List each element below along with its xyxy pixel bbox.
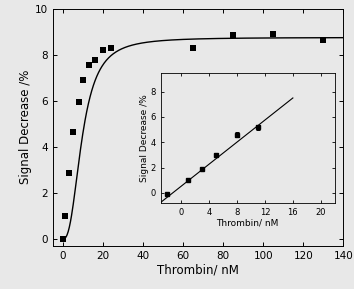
Point xyxy=(66,171,72,175)
Point xyxy=(92,58,98,63)
Point xyxy=(108,45,114,50)
Point xyxy=(62,214,68,218)
Point xyxy=(80,78,86,82)
Point xyxy=(60,236,66,241)
Point xyxy=(320,37,326,42)
Y-axis label: Signal Decrease /%: Signal Decrease /% xyxy=(19,70,32,184)
Point xyxy=(230,33,236,38)
Point xyxy=(270,32,276,36)
Point xyxy=(190,45,196,50)
X-axis label: Thrombin/ nM: Thrombin/ nM xyxy=(157,263,239,276)
Point xyxy=(70,129,76,134)
Point xyxy=(76,99,82,104)
Point xyxy=(86,63,92,67)
Point xyxy=(100,48,106,52)
